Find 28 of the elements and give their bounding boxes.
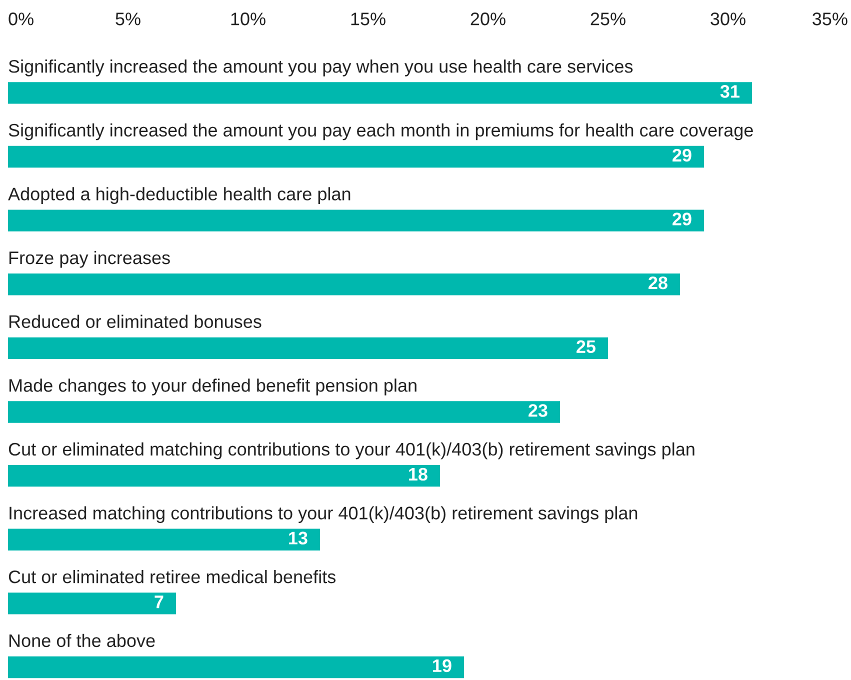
y-tick-label: Cut or eliminated retiree medical benefits	[8, 570, 336, 584]
x-tick-label: 5%	[116, 12, 140, 26]
x-tick-label: 15%	[351, 12, 386, 26]
x-tick-label: 20%	[470, 12, 506, 26]
y-tick-label: Adopted a high-deductible health care plan	[8, 187, 350, 204]
data-label: 19	[433, 659, 452, 672]
x-tick-label: 0%	[8, 12, 34, 26]
data-label: 18	[409, 468, 428, 481]
data-label: 29	[672, 148, 692, 162]
x-tick-label: 10%	[231, 12, 266, 26]
y-tick-label: Made changes to your defined benefit pension plan	[9, 378, 416, 396]
y-tick-label: None of the above	[9, 634, 155, 648]
y-tick-label: Significantly increased the amount you pay when you use health care services	[8, 60, 633, 76]
y-tick-label: Increased matching contributions to your 401(k)/403(b) retirement savings plan	[10, 506, 638, 524]
data-label: 28	[648, 276, 668, 290]
x-tick-label: 30%	[710, 12, 746, 26]
x-tick-label: 35%	[812, 12, 848, 26]
data-label: 23	[528, 404, 548, 417]
data-label: 25	[576, 340, 596, 354]
data-label: 7	[154, 596, 164, 608]
y-tick-label: Significantly increased the amount you pay each month in premiums for health care coverage	[8, 123, 753, 140]
y-tick-label: Cut or eliminated matching contributions to your 401(k)/403(b) retirement savings plan	[8, 442, 694, 460]
data-label: 13	[289, 532, 308, 544]
y-tick-label: Froze pay increases	[9, 250, 170, 268]
x-tick-label: 25%	[590, 12, 626, 26]
y-tick-label: Reduced or eliminated bonuses	[9, 314, 262, 328]
data-label: 29	[672, 212, 692, 226]
data-label: 31	[720, 85, 740, 98]
